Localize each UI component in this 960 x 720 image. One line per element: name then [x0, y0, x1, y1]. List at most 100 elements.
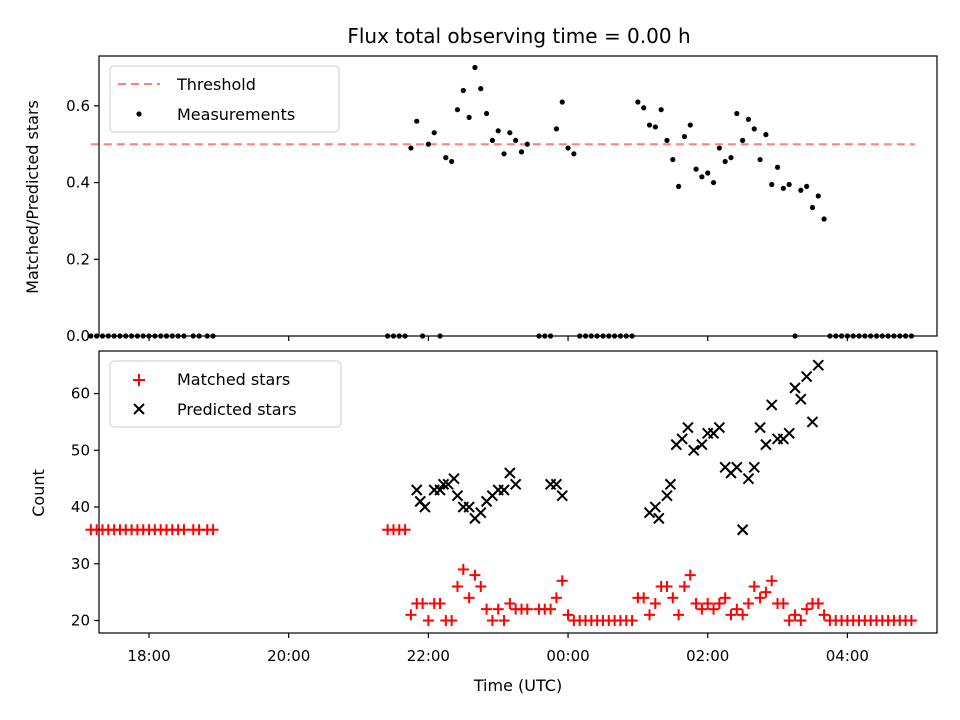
- matched-stars-point: [702, 597, 714, 609]
- bottom-y-tick-label: 50: [71, 441, 90, 459]
- x-tick-label: 18:00: [127, 647, 170, 665]
- matched-stars-point: [504, 597, 516, 609]
- top-y-tick-label: 0.6: [66, 97, 90, 115]
- predicted-stars-point: [463, 501, 475, 513]
- predicted-stars-point: [748, 461, 760, 474]
- matched-stars-point: [481, 603, 493, 615]
- matched-stars-point: [492, 603, 504, 615]
- predicted-stars-point: [504, 467, 516, 479]
- matched-stars-point: [684, 569, 696, 581]
- bottom-y-axis-label: Count: [29, 469, 48, 517]
- legend-predicted-swatch: [133, 403, 145, 415]
- measurement-point: [786, 181, 792, 188]
- matched-stars-point: [760, 586, 772, 598]
- matched-stars-point: [644, 609, 656, 621]
- predicted-stars-point: [682, 421, 694, 434]
- measurement-point: [513, 137, 519, 143]
- predicted-stars-point: [736, 524, 749, 536]
- matched-stars-point: [742, 597, 754, 609]
- matched-stars-point: [521, 603, 533, 615]
- predicted-stars-point: [451, 489, 464, 502]
- top-y-tick-label: 0.0: [66, 327, 90, 345]
- bottom-y-tick-label: 40: [71, 498, 90, 516]
- matched-stars-point: [719, 592, 731, 604]
- measurement-point: [489, 137, 495, 143]
- measurement-point: [466, 114, 472, 120]
- measurement-point: [88, 333, 94, 339]
- predicted-stars-point: [676, 433, 688, 445]
- matched-stars-point: [405, 609, 417, 621]
- matched-stars-point: [748, 580, 760, 592]
- measurement-point: [414, 118, 420, 124]
- matched-stars-point: [463, 592, 475, 604]
- matched-stars-point: [399, 524, 411, 536]
- legend-measurements-swatch: [136, 111, 142, 117]
- predicted-stars-point: [806, 416, 819, 428]
- matched-stars-point: [690, 597, 702, 609]
- measurement-point: [716, 145, 722, 151]
- measurement-point: [769, 181, 775, 188]
- matched-stars-point: [469, 569, 481, 581]
- measurement-point: [565, 145, 571, 151]
- measurement-point: [740, 137, 746, 143]
- predicted-stars-point: [766, 399, 778, 411]
- measurement-point: [722, 158, 728, 165]
- matched-stars-point: [550, 592, 562, 604]
- measurement-point: [635, 99, 641, 105]
- predicted-stars-point: [556, 489, 568, 502]
- measurement-point: [571, 151, 577, 157]
- x-tick-label: 04:00: [826, 647, 869, 665]
- measurement-point: [815, 193, 821, 199]
- matched-stars-point: [422, 615, 434, 627]
- predicted-stars-point: [448, 472, 460, 485]
- legend-matched-swatch: [133, 374, 145, 386]
- matched-stars-point: [696, 603, 708, 615]
- measurement-point: [559, 99, 565, 105]
- matched-stars-point: [766, 575, 778, 587]
- legend-threshold-label: Threshold: [176, 75, 256, 94]
- matched-stars-point: [451, 580, 463, 592]
- measurement-point: [681, 133, 688, 140]
- matched-stars-point: [475, 580, 487, 592]
- predicted-stars-point: [742, 472, 755, 485]
- x-tick-label: 22:00: [407, 647, 450, 665]
- measurement-point: [763, 132, 769, 138]
- measurement-point: [408, 145, 414, 151]
- measurement-point: [460, 87, 466, 94]
- predicted-stars-point: [649, 501, 662, 513]
- measurement-point: [472, 64, 478, 71]
- bottom-legend: Matched stars Predicted stars: [109, 360, 342, 428]
- measurement-point: [454, 107, 461, 113]
- x-tick-label: 20:00: [267, 647, 310, 665]
- measurement-point: [728, 155, 734, 161]
- measurement-point: [774, 164, 781, 170]
- bottom-plot-frame: [98, 350, 938, 634]
- matched-stars-point: [434, 597, 446, 609]
- predicted-stars-point: [688, 444, 700, 457]
- measurement-point: [699, 174, 705, 180]
- legend-predicted-label: Predicted stars: [177, 400, 297, 419]
- predicted-stars-point: [550, 478, 563, 491]
- measurement-point: [751, 126, 757, 132]
- matched-stars-point: [649, 597, 661, 609]
- bottom-y-tick-label: 20: [71, 612, 90, 630]
- matched-stars-point: [777, 597, 789, 609]
- matched-stars-point: [678, 580, 690, 592]
- measurement-point: [507, 130, 513, 136]
- x-axis-label: Time (UTC): [473, 676, 562, 695]
- matched-stars-point: [783, 615, 795, 627]
- matched-stars-point: [638, 592, 650, 604]
- matched-stars-point: [812, 597, 824, 609]
- x-tick-label: 00:00: [546, 647, 589, 665]
- predicted-stars-point: [653, 512, 665, 525]
- measurement-point: [501, 151, 507, 157]
- measurement-point: [809, 204, 816, 211]
- measurement-point: [757, 156, 763, 163]
- predicted-stars-point: [664, 478, 677, 491]
- predicted-stars-point: [789, 382, 801, 394]
- matched-stars-point: [731, 603, 743, 615]
- measurement-point: [524, 141, 530, 147]
- top-panel: 0.0 0.2 0.4 0.6 Matched/Predicted stars Thr…: [23, 55, 938, 345]
- measurement-point: [780, 185, 786, 191]
